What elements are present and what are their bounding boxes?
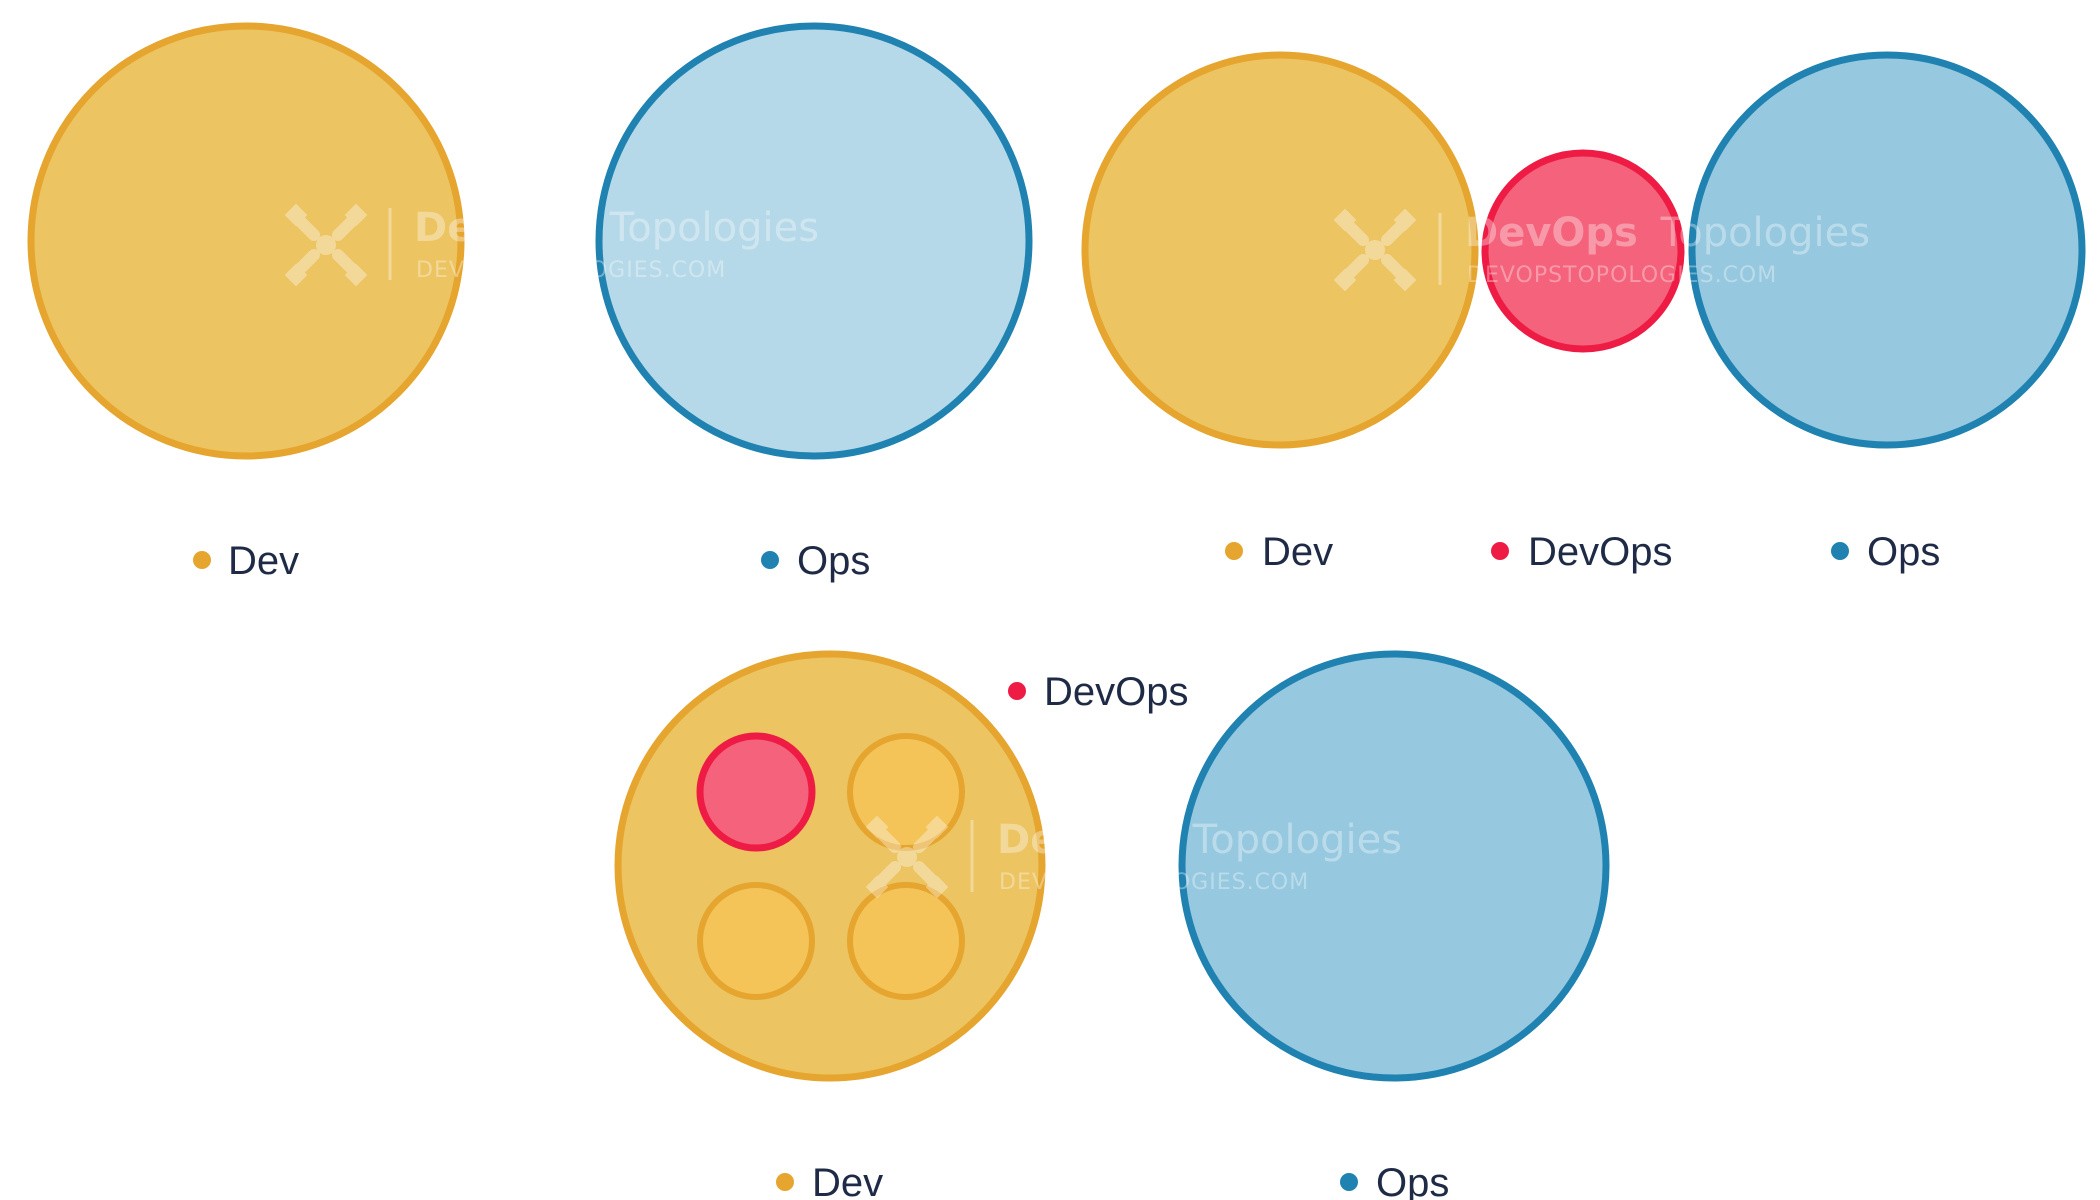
ops-circle	[1182, 654, 1606, 1078]
dev-team-circle	[850, 736, 962, 848]
watermark-title-light: Topologies	[1192, 817, 1403, 863]
ops-legend-label: Ops	[1867, 530, 1940, 574]
dev-circle	[618, 654, 1042, 1078]
ops-legend-label: Ops	[797, 539, 870, 583]
dev-circle	[1085, 55, 1475, 445]
watermark-title-bold: DevOps	[997, 817, 1170, 863]
watermark-title-bold: DevOps	[1465, 210, 1638, 256]
diagram-embedded-devops: DevOps Dev Ops	[618, 654, 1606, 1200]
watermark-title-light: Topologies	[609, 205, 820, 251]
ops-legend-label: Ops	[1376, 1161, 1449, 1200]
watermark-title-light: Topologies	[1660, 210, 1871, 256]
ops-legend-dot	[1340, 1173, 1358, 1191]
dev-legend-label: Dev	[812, 1161, 883, 1200]
dev-team-circle	[700, 885, 812, 997]
devops-team-circle	[700, 736, 812, 848]
svg-text:DevOps Topologies: DevOps Topologies	[414, 205, 819, 251]
devops-legend-dot	[1008, 682, 1026, 700]
dev-team-circle	[850, 885, 962, 997]
dev-legend-dot	[1225, 542, 1243, 560]
svg-text:DevOps Topologies: DevOps Topologies	[997, 817, 1402, 863]
watermark-title-bold: DevOps	[414, 205, 587, 251]
watermark-subtitle: DEVOPSTOPOLOGIES.COM	[1467, 263, 1777, 288]
ops-legend-dot	[1831, 542, 1849, 560]
diagram-devops-team: Dev DevOps Ops	[1085, 55, 2082, 574]
dev-legend-dot	[776, 1173, 794, 1191]
ops-legend-dot	[761, 551, 779, 569]
devops-legend-label: DevOps	[1044, 670, 1189, 714]
watermark-subtitle: DEVOPSTOPOLOGIES.COM	[416, 258, 726, 283]
devops-legend-label: DevOps	[1528, 530, 1673, 574]
diagram-ops-silo: Ops	[599, 26, 1029, 583]
watermark-subtitle: DEVOPSTOPOLOGIES.COM	[999, 870, 1309, 895]
dev-legend-label: Dev	[228, 539, 299, 583]
svg-text:DevOps Topologies: DevOps Topologies	[1465, 210, 1870, 256]
dev-legend-dot	[193, 551, 211, 569]
devops-legend-dot	[1491, 542, 1509, 560]
dev-legend-label: Dev	[1262, 530, 1333, 574]
dev-circle	[31, 26, 461, 456]
diagram-dev-silo: Dev	[31, 26, 461, 583]
